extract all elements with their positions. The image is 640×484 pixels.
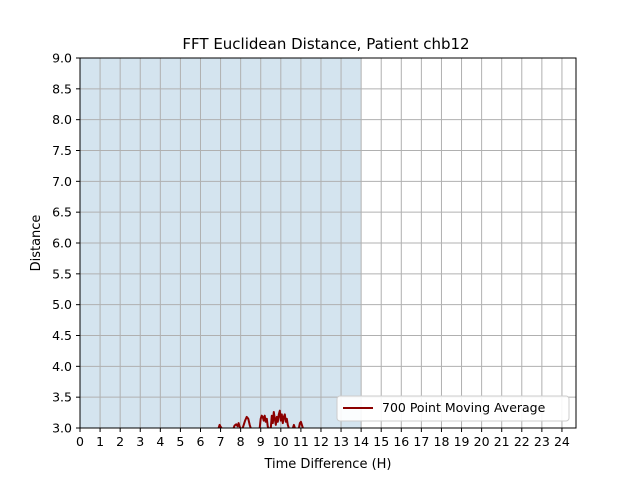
x-tick-label: 14 <box>353 434 369 449</box>
legend-box <box>336 395 570 422</box>
y-tick-label: 8.0 <box>52 112 72 127</box>
x-tick-label: 16 <box>393 434 409 449</box>
series-line-segment <box>269 409 290 429</box>
series-line-segment <box>241 415 252 429</box>
x-tick-label: 23 <box>534 434 550 449</box>
y-tick-label: 9.0 <box>52 51 72 66</box>
series-line-segment <box>291 423 296 429</box>
x-tick-label: 11 <box>293 434 309 449</box>
x-tick-label: 10 <box>273 434 289 449</box>
y-tick-label: 8.5 <box>52 81 72 96</box>
series-line-segment <box>217 423 223 429</box>
x-tick-label: 6 <box>197 434 205 449</box>
x-tick-label: 8 <box>237 434 245 449</box>
x-tick-label: 20 <box>474 434 490 449</box>
x-tick-label: 3 <box>136 434 144 449</box>
y-tick-label: 5.0 <box>52 297 72 312</box>
y-tick-label: 5.5 <box>52 266 72 281</box>
series-line-segment <box>258 414 270 429</box>
x-tick-label: 22 <box>514 434 530 449</box>
x-tick-label: 17 <box>413 434 429 449</box>
series-line-segment <box>232 422 242 429</box>
y-tick-label: 3.0 <box>52 421 72 436</box>
y-tick-label: 7.5 <box>52 143 72 158</box>
y-tick-label: 6.0 <box>52 236 72 251</box>
legend-label: 700 Point Moving Average <box>382 400 546 415</box>
y-axis-label: Distance <box>29 215 44 272</box>
x-tick-label: 0 <box>76 434 84 449</box>
y-tick-label: 4.0 <box>52 359 72 374</box>
x-tick-label: 19 <box>454 434 470 449</box>
y-tick-label: 6.5 <box>52 205 72 220</box>
x-tick-label: 24 <box>554 434 570 449</box>
x-tick-label: 13 <box>333 434 349 449</box>
x-tick-label: 18 <box>434 434 450 449</box>
chart-title: FFT Euclidean Distance, Patient chb12 <box>182 35 469 53</box>
x-tick-label: 7 <box>217 434 225 449</box>
x-tick-label: 21 <box>494 434 510 449</box>
legend: 700 Point Moving Average <box>336 395 570 422</box>
y-tick-label: 3.5 <box>52 390 72 405</box>
x-tick-label: 2 <box>116 434 124 449</box>
x-axis-label: Time Difference (H) <box>263 457 391 472</box>
x-tick-label: 4 <box>156 434 164 449</box>
y-tick-label: 4.5 <box>52 328 72 343</box>
x-tick-label: 5 <box>176 434 184 449</box>
x-tick-label: 15 <box>373 434 389 449</box>
y-tick-label: 7.0 <box>52 174 72 189</box>
x-tick-label: 12 <box>313 434 329 449</box>
x-tick-label: 1 <box>96 434 104 449</box>
x-tick-label: 9 <box>257 434 265 449</box>
series-line-segment <box>297 420 304 429</box>
